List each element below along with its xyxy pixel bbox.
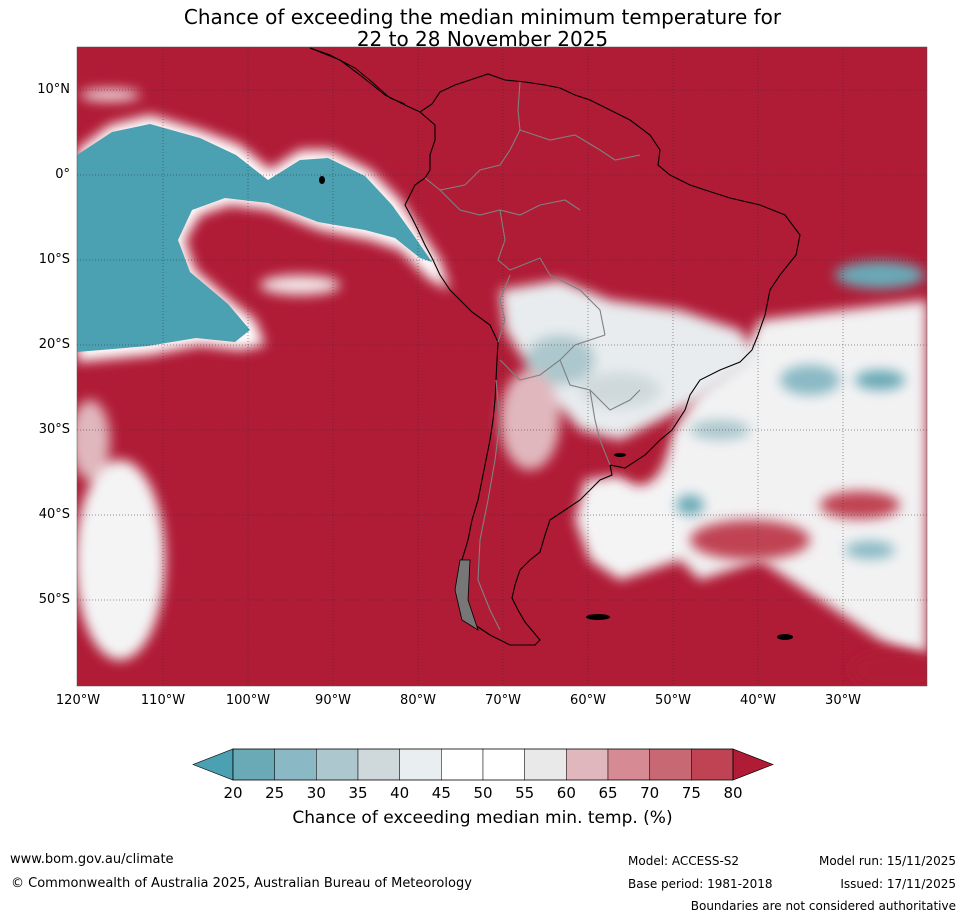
model-name: Model: ACCESS-S2 [628,854,740,868]
south-atlantic-blue-patches [676,261,925,559]
lon-label-110W: 110°W [140,693,186,708]
lon-label-30W: 30°W [825,693,861,708]
pacific-white-streaks [77,89,340,660]
colorbar-label: Chance of exceeding median min. temp. (%… [292,808,673,828]
copyright-text: © Commonwealth of Australia 2025, Austra… [11,876,472,891]
lon-label-60W: 60°W [570,693,606,708]
east-pacific-cool-zone [77,115,450,362]
lat-label-10S: 10°S [38,252,70,267]
colorbar-segment-45-50 [441,748,484,781]
colorbar-segment-60-65 [566,748,609,781]
colorbar-tick-65: 65 [598,784,618,802]
lat-label-10N: 10°N [37,82,70,97]
colorbar-tick-80: 80 [723,784,743,802]
colorbar-tick-30: 30 [306,784,326,802]
colorbar-tick-70: 70 [640,784,660,802]
colorbar-segment-50-55 [482,748,525,781]
colorbar-segment-20-25 [232,748,275,781]
chart-title-line1: Chance of exceeding the median minimum t… [183,5,782,29]
colorbar-tick-25: 25 [265,784,285,802]
base-period: Base period: 1981-2018 [628,877,773,891]
issued-date: Issued: 17/11/2025 [840,877,956,891]
website-link[interactable]: www.bom.gov.au/climate [10,852,174,867]
lat-label-50S: 50°S [38,592,70,607]
colorbar-segment-35-40 [357,748,400,781]
gridlines [77,47,927,686]
colorbar-segment-55-60 [524,748,567,781]
lat-label-0: 0° [55,167,70,182]
country-borders [424,81,641,631]
colorbar-segment-40-45 [399,748,442,781]
lon-label-120W: 120°W [55,693,101,708]
map-frame [76,46,928,687]
central-america-coast [309,47,406,105]
colorbar-tick-20: 20 [223,784,243,802]
colorbar-frame [232,748,734,781]
colorbar-tick-60: 60 [556,784,576,802]
colorbar-tick-45: 45 [431,784,451,802]
colorbar-tick-75: 75 [681,784,701,802]
colorbar-tick-55: 55 [515,784,535,802]
chart-title-line2: 22 to 28 November 2025 [356,27,609,51]
islands [319,176,793,640]
lat-label-20S: 20°S [38,337,70,352]
model-run-date: Model run: 15/11/2025 [818,854,956,868]
colorbar-tick-50: 50 [473,784,493,802]
colorbar-segment-25-30 [274,748,317,781]
lon-label-90W: 90°W [315,693,351,708]
continent-near-median-zone [500,280,760,470]
colorbar-segment-70-75 [649,748,692,781]
lat-label-40S: 40°S [38,507,70,522]
chilean-fjords [454,559,479,631]
lon-label-50W: 50°W [655,693,691,708]
lon-label-70W: 70°W [485,693,521,708]
colorbar-segment-75-80 [691,748,734,781]
colorbar-segment-65-70 [607,748,650,781]
boundary-disclaimer: Boundaries are not considered authoritat… [690,899,956,913]
colorbar-tick-40: 40 [390,784,410,802]
colorbar-lower-extension [192,748,234,781]
lon-label-80W: 80°W [400,693,436,708]
colorbar-segment-30-35 [316,748,359,781]
colorbar-tick-35: 35 [348,784,368,802]
coastline [309,47,801,646]
lon-label-100W: 100°W [225,693,271,708]
lon-label-40W: 40°W [740,693,776,708]
lat-label-30S: 30°S [38,422,70,437]
colorbar-upper-extension [732,748,774,781]
